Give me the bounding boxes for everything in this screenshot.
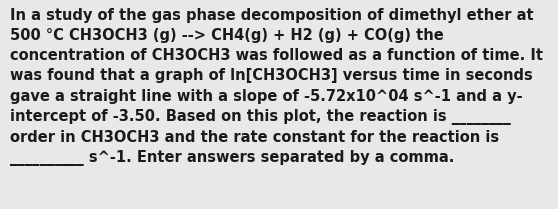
Text: In a study of the gas phase decomposition of dimethyl ether at
500 °C CH3OCH3 (g: In a study of the gas phase decompositio… — [10, 8, 543, 166]
